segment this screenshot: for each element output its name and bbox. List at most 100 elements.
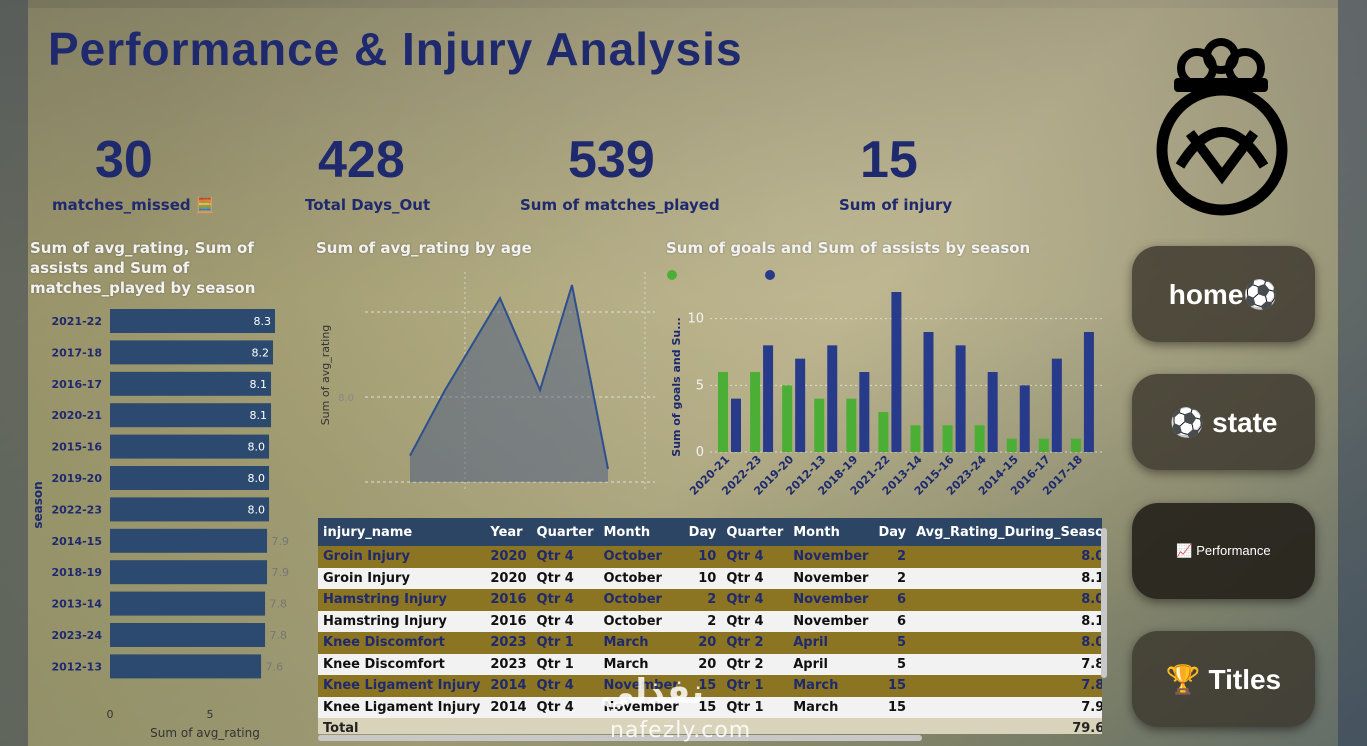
assists-bar[interactable] <box>923 332 934 452</box>
table-cell: Qtr 4 <box>531 696 599 718</box>
season-rating-bar[interactable] <box>110 309 275 333</box>
table-row[interactable]: Knee Discomfort 2023 Qtr 1 March 20 Qtr 2 Apri… <box>318 653 1102 675</box>
goals-bar[interactable] <box>1006 438 1017 452</box>
table-cell: 2023 <box>485 653 532 675</box>
table-cell: Groin Injury <box>318 546 486 568</box>
table-cell: November <box>788 589 874 611</box>
table-column-header[interactable]: Month <box>788 518 874 546</box>
table-cell: 5 <box>873 653 912 675</box>
season-rating-bar[interactable] <box>110 623 266 647</box>
table-row[interactable]: Knee Ligament Injury 2014 Qtr 4 November 15 Q… <box>318 675 1102 697</box>
table-cell: 2 <box>683 610 722 632</box>
nav-titles-button[interactable]: 🏆 Titles <box>1132 631 1315 727</box>
table-cell <box>788 718 874 734</box>
table-cell: 10 <box>683 546 722 568</box>
goals-bar[interactable] <box>750 372 761 452</box>
season-rating-bar[interactable] <box>110 591 266 616</box>
table-cell: 8.00 <box>911 632 1102 654</box>
season-rating-chart-title: Sum of avg_rating, Sum of assists and Su… <box>30 239 256 297</box>
assists-bar[interactable] <box>827 345 838 452</box>
table-horizontal-scrollbar[interactable] <box>318 735 922 741</box>
assists-bar[interactable] <box>795 358 806 452</box>
table-cell: Qtr 1 <box>531 653 599 675</box>
table-row[interactable]: Hamstring Injury 2016 Qtr 4 October 2 Qtr 4 No… <box>318 589 1102 611</box>
nav-state-button[interactable]: ⚽ state <box>1132 374 1315 470</box>
season-rating-bar[interactable] <box>110 340 274 365</box>
table-column-header[interactable]: Year <box>485 518 532 546</box>
season-rating-bar[interactable] <box>110 466 270 490</box>
table-row[interactable]: Knee Discomfort 2023 Qtr 1 March 20 Qtr 2 Apri… <box>318 632 1102 654</box>
season-rating-data-label: 8.1 <box>250 378 268 391</box>
goals-bar[interactable] <box>1038 438 1049 452</box>
goals-bar[interactable] <box>814 398 825 452</box>
nav-home-button[interactable]: home⚽ <box>1132 246 1315 342</box>
goals-bar[interactable] <box>942 425 953 452</box>
goals-bar[interactable] <box>878 412 889 452</box>
assists-bar[interactable] <box>955 345 966 452</box>
table-cell: Qtr 1 <box>721 675 789 697</box>
season-rating-data-label: 7.6 <box>266 660 284 673</box>
assists-bar[interactable] <box>1083 332 1094 452</box>
assists-bar[interactable] <box>859 372 870 452</box>
assists-bar[interactable] <box>1019 385 1030 452</box>
season-rating-bar[interactable] <box>110 497 270 522</box>
table-row[interactable]: Groin Injury 2020 Qtr 4 October 10 Qtr 4 Novem… <box>318 567 1102 589</box>
season-rating-bar[interactable] <box>110 528 268 553</box>
table-cell: Knee Ligament Injury <box>318 675 486 697</box>
nav-titles-label: 🏆 Titles <box>1165 663 1282 695</box>
table-column-header[interactable]: Quarter <box>531 518 599 546</box>
table-cell <box>683 718 722 734</box>
goals-bar[interactable] <box>846 398 857 452</box>
table-cell: Qtr 4 <box>531 546 599 568</box>
table-cell: 8.10 <box>911 567 1102 589</box>
age-rating-area <box>410 285 608 482</box>
table-row[interactable]: Hamstring Injury 2016 Qtr 4 October 2 Qtr 4 No… <box>318 610 1102 632</box>
table-column-header[interactable]: Month <box>598 518 684 546</box>
season-rating-bar[interactable] <box>110 654 262 679</box>
table-cell: Qtr 1 <box>721 696 789 718</box>
table-column-header[interactable]: Avg_Rating_During_Season <box>911 518 1102 546</box>
table-row[interactable]: Groin Injury 2020 Qtr 4 October 10 Qtr 4 Novem… <box>318 546 1102 568</box>
table-column-header[interactable]: injury_name <box>318 518 486 546</box>
kpi-injury-value: 15 <box>860 131 918 189</box>
season-rating-bar[interactable] <box>110 434 270 459</box>
table-cell: 10 <box>683 567 722 589</box>
age-rating-chart-title: Sum of avg_rating by age <box>316 239 532 257</box>
table-column-header[interactable]: Day <box>683 518 722 546</box>
nav-performance-button[interactable]: 📈 Performance <box>1132 503 1315 599</box>
goals-bar[interactable] <box>718 372 728 452</box>
season-rating-bar-chart: 2021-22 8.3 2017-18 8.2 2016-17 8.1 2020-21 8.1… <box>31 309 289 740</box>
season-rating-x-tick-0: 0 <box>107 708 114 721</box>
table-column-header[interactable]: Quarter <box>721 518 789 546</box>
season-rating-x-axis-label: Sum of avg_rating <box>150 726 260 740</box>
table-cell: 2014 <box>485 696 532 718</box>
season-rating-data-label: 8.2 <box>252 346 270 359</box>
table-cell: 15 <box>683 675 722 697</box>
assists-bar[interactable] <box>1051 358 1062 452</box>
assists-bar[interactable] <box>731 398 741 452</box>
table-cell: Qtr 4 <box>531 610 599 632</box>
season-rating-bar[interactable] <box>110 371 272 396</box>
table-vertical-scrollbar[interactable] <box>1101 528 1107 678</box>
table-header-row: injury_name Year Quarter Month Day Quarter Mon… <box>318 518 1102 546</box>
season-rating-category-label: 2020-21 <box>52 409 103 422</box>
injury-table[interactable]: injury_name Year Quarter Month Day Quarter Mon… <box>318 518 1102 734</box>
kpi-matches-played-label: Sum of matches_played <box>520 196 720 214</box>
assists-bar[interactable] <box>987 372 998 452</box>
table-cell: 7.80 <box>911 675 1102 697</box>
goals-assists-chart-title: Sum of goals and Sum of assists by seaso… <box>666 239 1031 257</box>
assists-bar[interactable] <box>763 345 774 452</box>
kpi-days-out-value: 428 <box>318 131 405 189</box>
assists-bar[interactable] <box>891 292 902 452</box>
goals-bar[interactable] <box>782 385 793 452</box>
goals-bar[interactable] <box>910 425 921 452</box>
goals-bar[interactable] <box>1070 438 1081 452</box>
table-row[interactable]: Knee Ligament Injury 2014 Qtr 4 November 15 Q… <box>318 696 1102 718</box>
season-rating-bar[interactable] <box>110 560 268 585</box>
age-rating-area-chart: Sum of avg_rating 8.0 <box>319 272 655 492</box>
goals-assists-y-axis-label: Sum of goals and Su... <box>670 317 683 456</box>
goals-bar[interactable] <box>974 425 985 452</box>
season-rating-bar[interactable] <box>110 403 272 428</box>
table-column-header[interactable]: Day <box>873 518 912 546</box>
nav-state-label: ⚽ state <box>1169 406 1278 438</box>
